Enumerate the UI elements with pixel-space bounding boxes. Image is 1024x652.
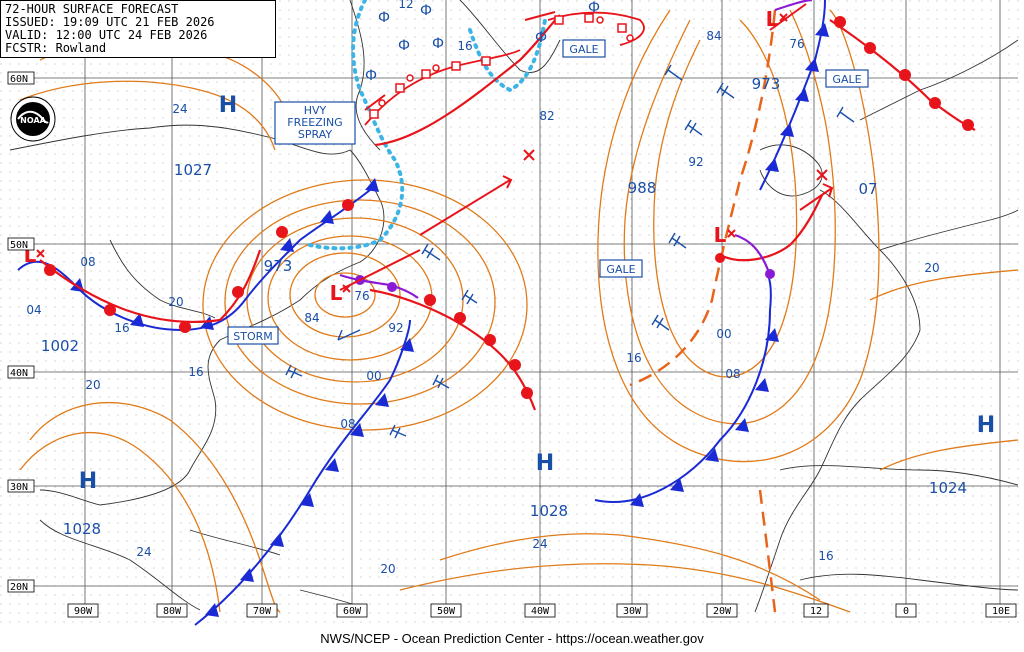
svg-text:Ф: Ф xyxy=(588,0,600,16)
svg-text:16: 16 xyxy=(457,39,472,53)
warning-storm: STORM xyxy=(233,330,273,343)
high-symbol: H xyxy=(536,451,554,476)
svg-text:24: 24 xyxy=(172,102,187,116)
svg-text:24: 24 xyxy=(532,537,547,551)
svg-text:Ф: Ф xyxy=(432,36,444,52)
warning-gale: GALE xyxy=(606,263,635,276)
svg-text:00: 00 xyxy=(366,369,381,383)
svg-text:Ф: Ф xyxy=(420,3,432,19)
svg-text:80W: 80W xyxy=(163,606,182,617)
warm-fronts xyxy=(39,14,976,411)
pressure-value: 1028 xyxy=(63,520,101,538)
svg-text:30W: 30W xyxy=(623,606,642,617)
svg-text:50W: 50W xyxy=(437,606,456,617)
svg-text:04: 04 xyxy=(26,303,41,317)
footer-credit: NWS/NCEP - Ocean Prediction Center - htt… xyxy=(0,626,1024,652)
svg-text:30N: 30N xyxy=(10,482,28,493)
svg-text:92: 92 xyxy=(688,155,703,169)
svg-text:20W: 20W xyxy=(713,606,732,617)
low-symbol: L xyxy=(766,7,779,31)
svg-text:0: 0 xyxy=(903,606,909,617)
svg-text:NOAA: NOAA xyxy=(20,116,46,125)
warning-gale: GALE xyxy=(569,43,598,56)
freezing-spray-symbols xyxy=(369,13,634,119)
svg-text:20N: 20N xyxy=(10,582,28,593)
svg-text:12: 12 xyxy=(398,0,413,11)
svg-text:08: 08 xyxy=(340,417,355,431)
svg-text:60W: 60W xyxy=(343,606,362,617)
svg-text:SPRAY: SPRAY xyxy=(298,128,332,141)
svg-text:40W: 40W xyxy=(531,606,550,617)
forecast-title: 72-HOUR SURFACE FORECAST xyxy=(5,2,179,16)
issued-time: ISSUED: 19:09 UTC 21 FEB 2026 xyxy=(5,15,215,29)
pressure-value: 973 xyxy=(264,257,293,275)
valid-time: VALID: 12:00 UTC 24 FEB 2026 xyxy=(5,28,208,42)
warning-hvy-freezing-spray: HVY xyxy=(304,104,327,117)
svg-text:08: 08 xyxy=(80,255,95,269)
svg-text:16: 16 xyxy=(188,365,203,379)
pressure-value: 973 xyxy=(752,75,781,93)
svg-text:60N: 60N xyxy=(10,74,28,85)
svg-text:08: 08 xyxy=(725,367,740,381)
svg-text:20: 20 xyxy=(380,562,395,576)
latitude-labels: 60N 50N 40N 30N 20N xyxy=(7,71,35,593)
svg-text:40N: 40N xyxy=(10,368,28,379)
svg-text:00: 00 xyxy=(716,327,731,341)
low-x-marks xyxy=(36,13,828,293)
svg-text:90W: 90W xyxy=(74,606,93,617)
svg-text:Ф: Ф xyxy=(378,10,390,26)
svg-text:Ф: Ф xyxy=(365,68,377,84)
troughs xyxy=(629,9,777,613)
longitude-labels: 90W 80W 70W 60W 50W 40W 30W 20W 12 0 10E xyxy=(67,603,1017,618)
svg-text:12: 12 xyxy=(810,606,822,617)
warning-boxes: HVY FREEZING SPRAY STORM GALE GALE GALE xyxy=(227,39,869,345)
svg-text:50N: 50N xyxy=(10,240,28,251)
svg-text:16: 16 xyxy=(114,321,129,335)
central-pressures: 1027 1028 1028 1024 973 1002 973 988 07 xyxy=(41,75,967,538)
forecast-header: 72-HOUR SURFACE FORECAST ISSUED: 19:09 U… xyxy=(0,0,276,58)
wind-barbs xyxy=(285,64,855,439)
pressure-value: 1024 xyxy=(929,479,967,497)
pressure-value: 07 xyxy=(858,180,877,198)
svg-text:FREEZING: FREEZING xyxy=(287,116,342,129)
isobars xyxy=(19,9,1019,613)
svg-text:76: 76 xyxy=(354,289,369,303)
svg-text:70W: 70W xyxy=(253,606,272,617)
forecaster: FCSTR: Rowland xyxy=(5,41,107,55)
low-symbol: L xyxy=(714,223,727,247)
pressure-value: 1027 xyxy=(174,161,212,179)
high-symbol: H xyxy=(219,93,237,118)
svg-text:20: 20 xyxy=(85,378,100,392)
low-symbol: L xyxy=(330,281,343,305)
storm-tracks xyxy=(339,3,834,291)
svg-text:16: 16 xyxy=(818,549,833,563)
svg-text:24: 24 xyxy=(136,545,151,559)
svg-text:76: 76 xyxy=(789,37,804,51)
svg-text:84: 84 xyxy=(706,29,721,43)
pressure-center-symbols: H H H H L L L L xyxy=(24,7,996,494)
warning-gale: GALE xyxy=(832,73,861,86)
svg-text:Ф: Ф xyxy=(535,30,547,46)
sea-ice-edge xyxy=(308,0,547,251)
noaa-logo: NOAA xyxy=(10,96,56,142)
svg-text:82: 82 xyxy=(539,109,554,123)
svg-text:20: 20 xyxy=(168,295,183,309)
svg-text:84: 84 xyxy=(304,311,319,325)
svg-text:10E: 10E xyxy=(992,606,1010,617)
isobar-labels: 12 16 24 82 84 76 08 04 20 16 84 92 00 0… xyxy=(26,0,939,576)
svg-text:16: 16 xyxy=(626,351,641,365)
svg-text:Ф: Ф xyxy=(398,38,410,54)
high-symbol: H xyxy=(79,469,97,494)
pressure-value: 1002 xyxy=(41,337,79,355)
pressure-value: 988 xyxy=(628,179,657,197)
pressure-value: 1028 xyxy=(530,502,568,520)
svg-text:20: 20 xyxy=(924,261,939,275)
svg-text:92: 92 xyxy=(388,321,403,335)
warm-front-scallops xyxy=(44,16,974,399)
high-symbol: H xyxy=(977,413,995,438)
coastlines xyxy=(9,0,1019,613)
